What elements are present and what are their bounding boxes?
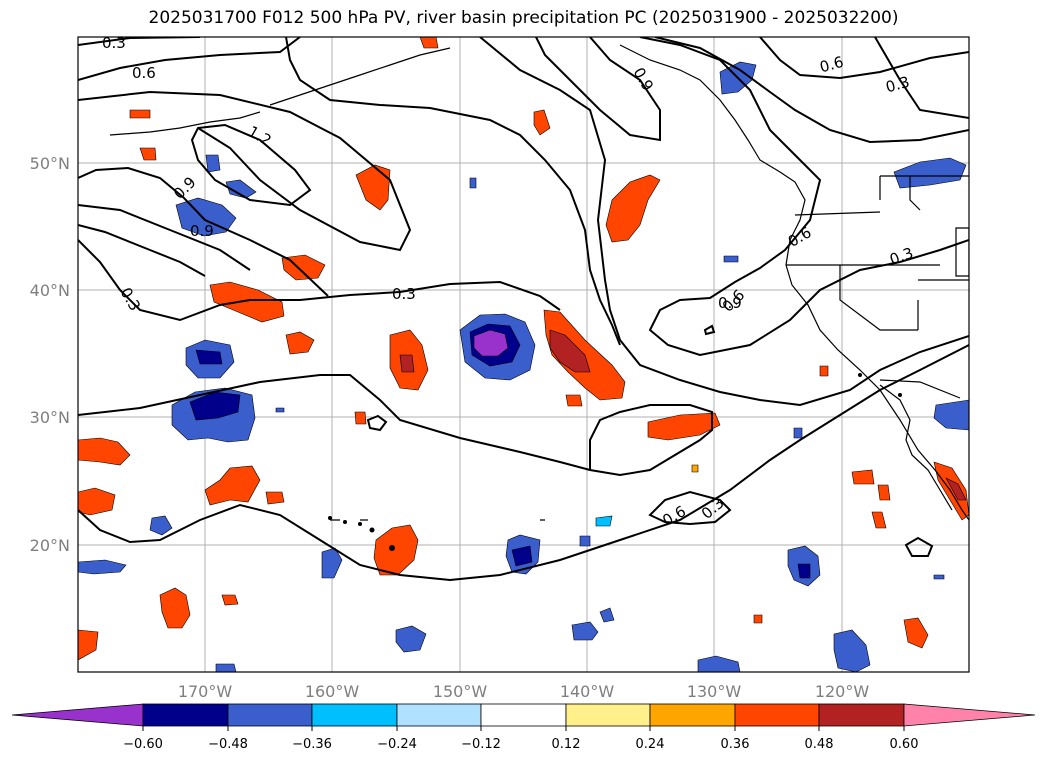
map-title: 2025031700 F012 500 hPa PV, river basin … bbox=[148, 8, 899, 28]
lon-label-160w: 160°W bbox=[305, 682, 360, 701]
islands bbox=[328, 373, 902, 551]
contour-label: 0.3 bbox=[392, 285, 416, 303]
latitude-labels: 50°N 40°N 30°N 20°N bbox=[30, 154, 70, 555]
longitude-labels: 170°W 160°W 150°W 140°W 130°W 120°W bbox=[178, 682, 870, 701]
colorbar-extend-high bbox=[903, 703, 1036, 727]
colorbar-tick-label: −0.36 bbox=[292, 737, 332, 752]
map-frame bbox=[77, 36, 970, 673]
lat-label-50: 50°N bbox=[30, 154, 70, 173]
colorbar-tick-label: 0.60 bbox=[890, 737, 919, 752]
coastlines bbox=[109, 44, 969, 521]
contour-label: 0.6 bbox=[132, 64, 156, 82]
colorbar-ticks: −0.60 −0.48 −0.36 −0.24 −0.12 0.12 0.24 … bbox=[123, 737, 918, 752]
gridlines bbox=[78, 37, 969, 672]
lat-label-40: 40°N bbox=[30, 281, 70, 300]
colorbar-tick-label: 0.36 bbox=[721, 737, 750, 752]
colorbar-tick-label: −0.24 bbox=[377, 737, 417, 752]
pv-contours bbox=[78, 37, 969, 582]
positive-precip-areas bbox=[78, 37, 969, 661]
colorbar-tick-label: −0.60 bbox=[123, 737, 163, 752]
contour-label: 0.3 bbox=[884, 73, 912, 97]
colorbar-tick-label: −0.48 bbox=[208, 737, 248, 752]
lat-label-30: 30°N bbox=[30, 408, 70, 427]
lon-label-150w: 150°W bbox=[433, 682, 488, 701]
colorbar-tick-label: 0.24 bbox=[636, 737, 665, 752]
colorbar bbox=[11, 703, 1036, 727]
colorbar-tick-label: 0.48 bbox=[805, 737, 834, 752]
contour-label: 0.9 bbox=[190, 222, 214, 240]
lon-label-130w: 130°W bbox=[687, 682, 742, 701]
contour-label: 0.6 bbox=[818, 53, 846, 77]
colorbar-tick-marks bbox=[142, 726, 905, 731]
colorbar-tick-label: −0.12 bbox=[461, 737, 501, 752]
lon-label-140w: 140°W bbox=[560, 682, 615, 701]
lon-label-120w: 120°W bbox=[815, 682, 870, 701]
contour-label: 0.9 bbox=[718, 294, 742, 312]
colorbar-extend-low bbox=[11, 703, 144, 727]
lat-label-20: 20°N bbox=[30, 536, 70, 555]
colorbar-tick-label: 0.12 bbox=[552, 737, 581, 752]
contour-label: 0.3 bbox=[102, 34, 126, 52]
lon-label-170w: 170°W bbox=[178, 682, 233, 701]
